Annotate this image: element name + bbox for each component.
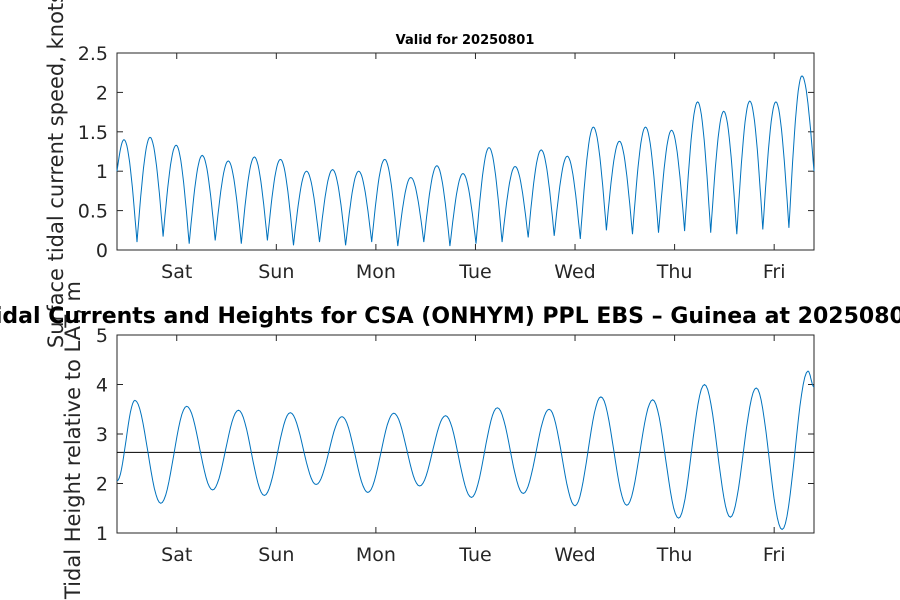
tide-height-xtick-label: Tue — [458, 544, 491, 566]
current-speed-xtick-label: Sun — [258, 261, 294, 283]
current-speed-subtitle: Valid for 20250801 — [396, 33, 535, 48]
current-speed-ytick-label: 1.5 — [78, 122, 108, 144]
current-speed-series-line — [116, 75, 815, 247]
tide-height-ylabel: Tidal Height relative to LAT, m — [61, 281, 85, 600]
tide-height-xtick-label: Fri — [763, 544, 786, 566]
tide-height-xtick-label: Wed — [554, 544, 595, 566]
tide-height-ytick-label: 1 — [96, 523, 108, 545]
current-speed-ytick-label: 1 — [96, 161, 108, 183]
tide-height-series-line — [116, 370, 815, 531]
current-speed-xtick-label: Tue — [458, 261, 491, 283]
current-speed-xtick-label: Wed — [554, 261, 595, 283]
figure-title: Tidal Currents and Heights for CSA (ONHY… — [0, 304, 900, 329]
tide-height-xtick-label: Sun — [258, 544, 294, 566]
current-speed-yticks: 0 0.5 1 1.5 2 2.5 — [78, 43, 814, 262]
tide-height-xtick-label: Sat — [161, 544, 192, 566]
current-speed-xticks: Sat Sun Mon Tue Wed Thu Fri — [161, 53, 785, 283]
current-speed-xtick-label: Mon — [356, 261, 396, 283]
current-speed-xtick-label: Fri — [763, 261, 786, 283]
current-speed-xtick-label: Thu — [656, 261, 693, 283]
tide-height-xtick-label: Thu — [656, 544, 693, 566]
tide-height-panel: 1 2 3 4 5 Sat Sun Mon Tue Wed Thu Fri Tidal Height… — [61, 281, 815, 600]
current-speed-ylabel: Surface tidal current speed, knots — [44, 0, 68, 348]
current-speed-panel: Valid for 20250801 0 0.5 1 1.5 2 2.5 Sat Sun Mo… — [44, 0, 815, 348]
current-speed-ytick-label: 0 — [96, 240, 108, 262]
tide-height-ytick-label: 3 — [96, 424, 108, 446]
current-speed-ytick-label: 2.5 — [78, 43, 108, 65]
current-speed-xtick-label: Sat — [161, 261, 192, 283]
tide-height-axes-box — [116, 334, 815, 534]
tide-height-xticks: Sat Sun Mon Tue Wed Thu Fri — [161, 335, 785, 566]
tide-height-xtick-label: Mon — [356, 544, 396, 566]
tide-height-ytick-label: 5 — [96, 325, 108, 347]
current-speed-axes-box — [116, 52, 815, 251]
current-speed-ytick-label: 0.5 — [78, 201, 108, 223]
tide-height-yticks: 1 2 3 4 5 — [96, 325, 814, 545]
current-speed-ytick-label: 2 — [96, 82, 108, 104]
tide-height-ytick-label: 4 — [96, 375, 108, 397]
tide-height-ytick-label: 2 — [96, 474, 108, 496]
